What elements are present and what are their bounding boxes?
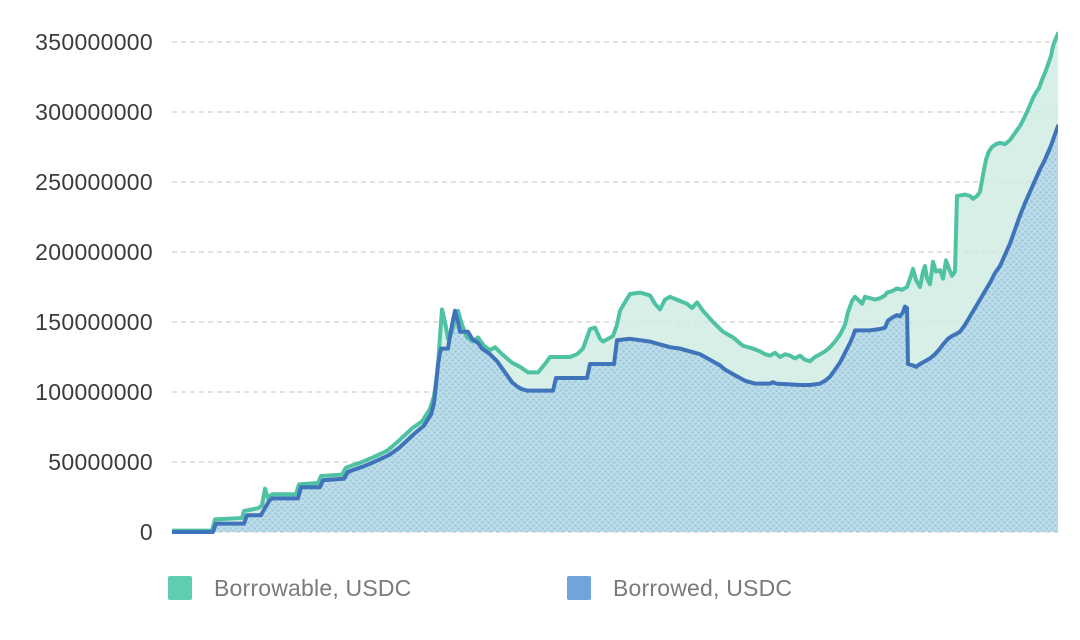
y-axis-label: 50000000: [48, 449, 153, 475]
legend-swatch-borrowed-icon: [567, 576, 591, 600]
chart-plot[interactable]: [172, 20, 1058, 534]
y-axis-label: 300000000: [35, 99, 153, 125]
legend-label-borrowed: Borrowed, USDC: [613, 574, 793, 601]
y-axis-label: 200000000: [35, 239, 153, 265]
legend: Borrowable, USDC Borrowed, USDC: [0, 574, 1080, 604]
y-axis-label: 250000000: [35, 169, 153, 195]
y-axis-label: 350000000: [35, 29, 153, 55]
legend-item-borrowable[interactable]: Borrowable, USDC: [168, 574, 412, 602]
legend-item-borrowed[interactable]: Borrowed, USDC: [567, 574, 792, 602]
y-axis-label: 150000000: [35, 309, 153, 335]
borrowable-line[interactable]: [172, 31, 1058, 533]
y-axis-label: 100000000: [35, 379, 153, 405]
legend-label-borrowable: Borrowable, USDC: [214, 574, 412, 601]
borrowed-line[interactable]: [172, 124, 1058, 534]
borrowed-area[interactable]: [172, 126, 1058, 532]
y-axis-labels: 350000000 300000000 250000000 200000000 1500…: [0, 0, 153, 640]
legend-swatch-borrowable-icon: [168, 576, 192, 600]
y-axis-label: 0: [139, 519, 153, 545]
